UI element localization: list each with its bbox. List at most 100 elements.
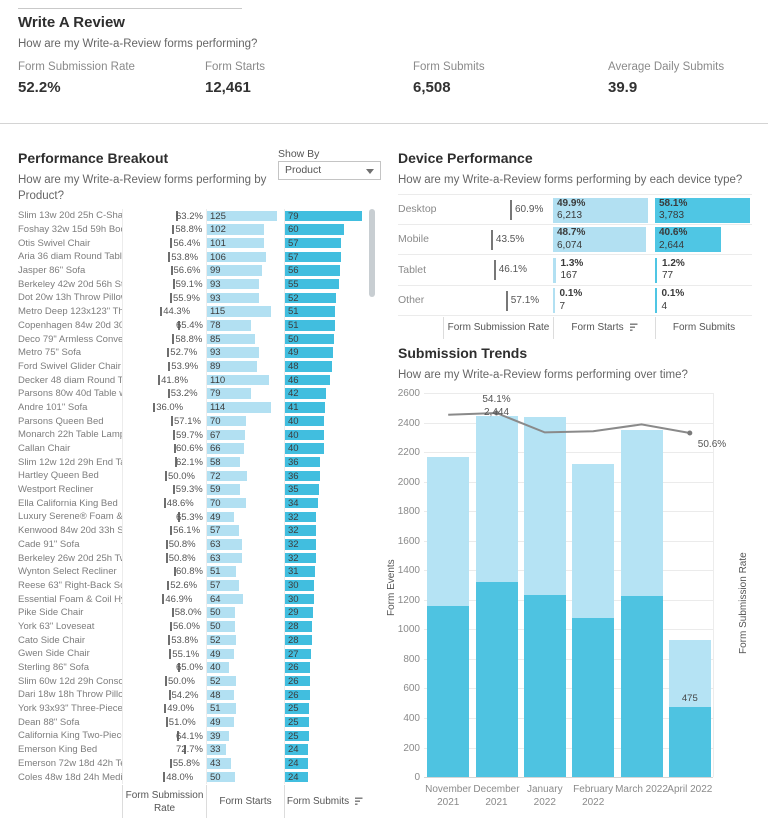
starts-bar[interactable] xyxy=(207,758,232,769)
starts-bar[interactable] xyxy=(207,648,235,659)
starts-bar[interactable] xyxy=(207,292,260,304)
product-row[interactable]: Berkeley 26w 20d 25h Tw.. 50.8% 63 32 xyxy=(18,551,365,565)
submits-bar[interactable] xyxy=(285,265,340,276)
rate-gantt-tick[interactable] xyxy=(163,498,166,508)
product-row[interactable]: Slim 12w 12d 29h End Tab.. 62.1% 58 36 xyxy=(18,455,365,470)
starts-bar[interactable] xyxy=(207,634,237,646)
submits-bar[interactable] xyxy=(285,320,335,331)
product-row[interactable]: Pike Side Chair 58.0% 50 29 xyxy=(18,605,365,620)
starts-bar[interactable] xyxy=(207,580,239,591)
starts-bar[interactable] xyxy=(207,689,234,701)
rate-gantt-tick[interactable] xyxy=(176,731,179,741)
submits-bar[interactable] xyxy=(285,415,324,427)
submits-bar[interactable] xyxy=(285,580,315,591)
rate-gantt-tick[interactable] xyxy=(167,580,170,591)
starts-bar[interactable] xyxy=(207,388,252,399)
submits-bar[interactable] xyxy=(285,566,316,577)
rate-gantt-tick[interactable] xyxy=(168,361,171,372)
rate-gantt-tick[interactable] xyxy=(162,594,165,604)
product-row[interactable]: Emerson King Bed 72.7% 33 24 xyxy=(18,742,365,757)
column-header-form-starts[interactable]: Form Starts xyxy=(206,785,284,818)
rate-gantt-tick[interactable] xyxy=(165,539,168,549)
product-row[interactable]: Coles 48w 18d 24h Media .. 48.0% 50 24 xyxy=(18,770,365,784)
product-row[interactable]: Slim 13w 20d 25h C-Shap.. 63.2% 125 79 xyxy=(18,209,365,223)
device-row[interactable]: Desktop 60.9% 49.9% 6,213 58.1% 3,783 xyxy=(398,194,752,225)
product-row[interactable]: Cade 91" Sofa 50.8% 63 32 xyxy=(18,537,365,552)
product-row[interactable]: Parsons 80w 40d Table wi.. 53.2% 79 42 xyxy=(18,386,365,401)
product-row[interactable]: Decker 48 diam Round Ta.. 41.8% 110 46 xyxy=(18,373,365,387)
product-row[interactable]: Jasper 86" Sofa 56.6% 99 56 xyxy=(18,263,365,278)
submits-bar[interactable] xyxy=(285,621,313,632)
starts-bar[interactable] xyxy=(207,771,235,783)
rate-gantt-tick[interactable] xyxy=(168,635,171,645)
rate-gantt-tick[interactable] xyxy=(175,457,178,467)
submits-bar[interactable] xyxy=(285,484,320,495)
submits-bar[interactable] xyxy=(285,347,333,358)
starts-bar[interactable] xyxy=(207,662,230,673)
submits-bar[interactable] xyxy=(285,648,312,659)
starts-bar[interactable] xyxy=(207,210,277,221)
product-row[interactable]: Deco 79" Armless Conver.. 58.8% 85 50 xyxy=(18,332,365,346)
starts-bar[interactable] xyxy=(553,257,556,283)
rate-gantt-tick[interactable] xyxy=(170,238,173,248)
product-row[interactable]: Copenhagen 84w 20d 30h .. 65.4% 78 51 xyxy=(18,318,365,333)
submits-bar[interactable] xyxy=(285,429,324,440)
rate-gantt-tick[interactable] xyxy=(168,252,171,262)
product-row[interactable]: Dari 18w 18h Throw Pillow 54.2% 48 26 xyxy=(18,688,365,702)
product-row[interactable]: Ford Swivel Glider Chair 53.9% 89 48 xyxy=(18,359,365,374)
submits-bar[interactable] xyxy=(285,237,341,249)
product-row[interactable]: Westport Recliner 59.3% 59 35 xyxy=(18,482,365,497)
submits-bar[interactable] xyxy=(285,306,335,317)
starts-bar[interactable] xyxy=(207,402,271,413)
column-header-form-submission-rate[interactable]: Form Submission Rate xyxy=(122,785,206,818)
submits-bar[interactable] xyxy=(285,497,319,509)
rate-gantt-tick[interactable] xyxy=(167,347,170,358)
starts-bar[interactable] xyxy=(207,511,235,523)
submits-bar[interactable] xyxy=(285,730,310,742)
submits-bar[interactable] xyxy=(285,607,314,618)
submits-bar[interactable] xyxy=(285,374,330,386)
rate-gantt-tick[interactable] xyxy=(172,484,175,495)
starts-bar[interactable] xyxy=(207,237,264,249)
submits-bar[interactable] xyxy=(285,278,339,290)
rate-gantt-tick[interactable] xyxy=(165,717,168,727)
starts-bar[interactable] xyxy=(207,470,248,482)
submits-bar[interactable] xyxy=(285,634,313,646)
rate-gantt-tick[interactable] xyxy=(168,690,171,700)
form-submits-bar[interactable] xyxy=(475,581,518,777)
starts-bar[interactable] xyxy=(207,347,260,358)
submits-bar[interactable] xyxy=(285,210,362,221)
product-row[interactable]: Foshay 32w 15d 59h Book.. 58.8% 102 60 xyxy=(18,222,365,237)
rate-gantt-tick[interactable] xyxy=(169,758,172,768)
submits-bar[interactable] xyxy=(285,333,334,345)
rate-gantt-tick[interactable] xyxy=(172,334,175,344)
starts-bar[interactable] xyxy=(207,361,257,372)
starts-bar[interactable] xyxy=(207,593,243,605)
product-row[interactable]: Dean 88" Sofa 51.0% 49 25 xyxy=(18,715,365,730)
submits-bar[interactable] xyxy=(285,388,326,399)
column-header-form-submits[interactable]: Form Submits xyxy=(284,785,365,818)
rate-gantt-tick[interactable] xyxy=(505,290,508,311)
starts-bar[interactable] xyxy=(207,621,235,632)
submits-bar[interactable] xyxy=(285,456,321,468)
submits-bar[interactable] xyxy=(285,443,324,454)
starts-bar[interactable] xyxy=(207,552,243,564)
starts-bar[interactable] xyxy=(553,197,648,223)
submits-bar[interactable] xyxy=(285,470,321,482)
submits-bar[interactable] xyxy=(285,662,311,673)
starts-bar[interactable] xyxy=(207,703,236,714)
form-submits-bar[interactable] xyxy=(427,606,470,777)
rate-gantt-tick[interactable] xyxy=(170,293,172,303)
device-row[interactable]: Other 57.1% 0.1% 7 0.1% 4 xyxy=(398,286,752,316)
starts-bar[interactable] xyxy=(207,429,245,440)
rate-gantt-tick[interactable] xyxy=(174,566,177,577)
rate-gantt-tick[interactable] xyxy=(170,265,173,276)
starts-bar[interactable] xyxy=(207,265,263,276)
rate-gantt-tick[interactable] xyxy=(177,320,180,330)
starts-bar[interactable] xyxy=(553,227,646,252)
starts-bar[interactable] xyxy=(207,744,226,755)
submits-bar[interactable] xyxy=(285,361,332,372)
rate-gantt-tick[interactable] xyxy=(510,200,512,220)
product-row[interactable]: Kenwood 84w 20d 33h Six.. 56.1% 57 32 xyxy=(18,523,365,538)
product-row[interactable]: Berkeley 42w 20d 56h Sto.. 59.1% 93 55 xyxy=(18,277,365,292)
